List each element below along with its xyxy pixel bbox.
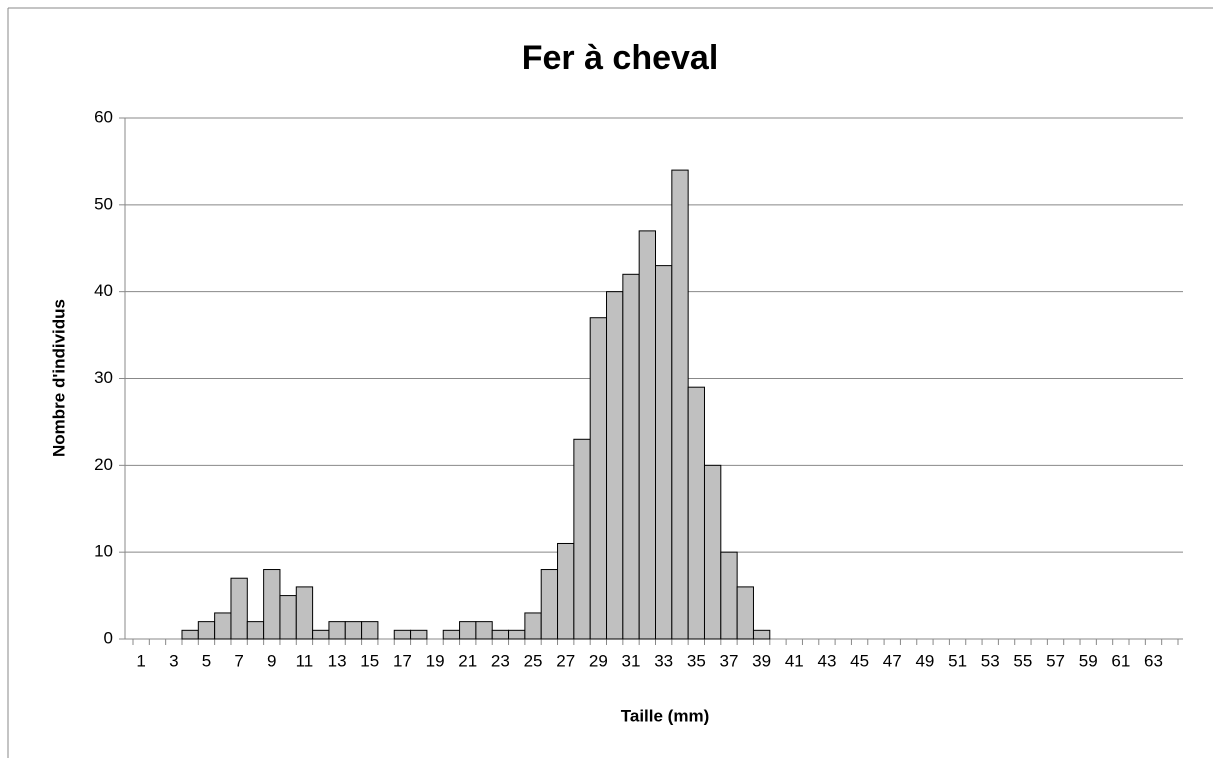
bar	[524, 612, 542, 640]
bar	[246, 621, 265, 640]
bar	[475, 621, 493, 640]
bar	[214, 612, 232, 640]
bar	[622, 273, 640, 640]
x-tick-label: 1	[136, 651, 145, 670]
x-tick-label: 5	[202, 651, 211, 670]
x-tick-label: 19	[426, 651, 445, 670]
bar	[540, 569, 559, 640]
y-tick-label: 20	[94, 455, 113, 474]
x-tick-label: 31	[622, 651, 641, 670]
y-tick-label: 40	[94, 281, 113, 300]
bar	[720, 551, 738, 640]
y-tick-label: 60	[94, 107, 113, 126]
x-tick-label: 13	[328, 651, 347, 670]
x-tick-label: 21	[458, 651, 477, 670]
bar	[328, 621, 346, 640]
bar	[671, 169, 689, 640]
bar	[638, 230, 656, 640]
bar	[230, 577, 248, 640]
bar	[295, 586, 314, 640]
bar	[752, 629, 771, 640]
chart-title: Fer à cheval	[522, 39, 719, 77]
bar	[361, 621, 379, 640]
x-tick-label: 45	[850, 651, 869, 670]
x-tick-label: 61	[1111, 651, 1130, 670]
bar	[573, 438, 591, 640]
y-axis-title: Nombre d'individus	[49, 299, 68, 457]
x-tick-label: 47	[883, 651, 902, 670]
bar	[410, 629, 428, 640]
x-tick-label: 41	[785, 651, 804, 670]
bar	[197, 621, 216, 640]
bar	[442, 629, 461, 640]
bar	[589, 317, 608, 640]
bar	[491, 629, 510, 640]
x-tick-label: 51	[948, 651, 967, 670]
bar	[508, 629, 526, 640]
x-tick-label: 37	[720, 651, 739, 670]
bar	[655, 265, 673, 640]
x-tick-label: 15	[360, 651, 379, 670]
x-tick-label: 25	[524, 651, 543, 670]
x-tick-label: 63	[1144, 651, 1163, 670]
bar	[344, 621, 363, 640]
x-tick-label: 7	[234, 651, 243, 670]
x-tick-label: 23	[491, 651, 510, 670]
y-tick-label: 30	[94, 368, 113, 387]
x-tick-label: 43	[817, 651, 836, 670]
x-tick-label: 57	[1046, 651, 1065, 670]
bar	[703, 464, 722, 640]
x-tick-label: 53	[981, 651, 1000, 670]
bar	[181, 629, 199, 640]
x-tick-label: 17	[393, 651, 412, 670]
x-tick-label: 55	[1013, 651, 1032, 670]
bar	[687, 386, 705, 640]
x-axis-title: Taille (mm)	[621, 706, 709, 725]
x-tick-label: 11	[296, 651, 314, 670]
bar	[736, 586, 754, 640]
y-tick-label: 50	[94, 194, 113, 213]
x-tick-label: 27	[556, 651, 575, 670]
x-tick-label: 3	[169, 651, 178, 670]
bar	[606, 291, 624, 640]
bar	[279, 595, 297, 640]
x-tick-label: 39	[752, 651, 771, 670]
y-tick-label: 10	[94, 542, 113, 561]
bar	[263, 569, 281, 640]
bar	[459, 621, 477, 640]
x-tick-label: 35	[687, 651, 706, 670]
bar	[312, 629, 330, 640]
bar	[557, 542, 575, 640]
x-tick-label: 59	[1079, 651, 1098, 670]
x-tick-label: 29	[589, 651, 608, 670]
x-tick-label: 33	[654, 651, 673, 670]
y-tick-label: 0	[104, 628, 113, 647]
x-tick-label: 9	[267, 651, 276, 670]
x-tick-label: 49	[915, 651, 934, 670]
bar	[393, 629, 412, 640]
